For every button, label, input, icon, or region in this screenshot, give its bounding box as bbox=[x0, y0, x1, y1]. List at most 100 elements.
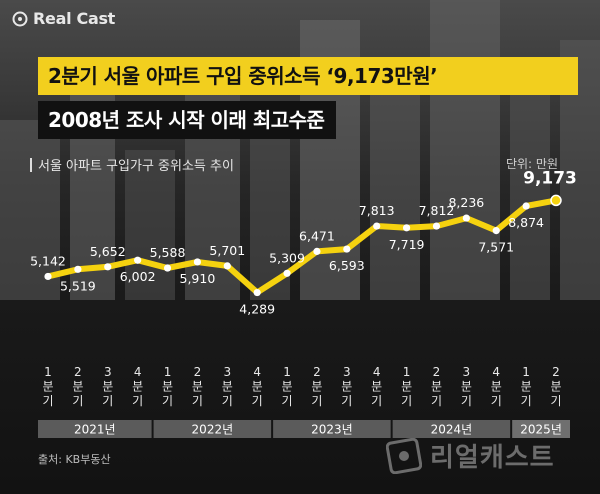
category-label: 분 bbox=[371, 380, 382, 394]
data-point bbox=[550, 194, 562, 207]
data-point bbox=[134, 256, 142, 264]
category-label: 2 bbox=[433, 365, 441, 379]
realcast-logo-icon bbox=[12, 11, 28, 26]
data-label: 6,471 bbox=[299, 228, 335, 243]
data-point bbox=[373, 222, 381, 230]
category-label: 4 bbox=[134, 365, 142, 379]
skyline-backdrop bbox=[0, 0, 600, 300]
category-label: 2 bbox=[74, 365, 82, 379]
data-point bbox=[163, 264, 172, 272]
category-label: 기 bbox=[102, 394, 113, 408]
data-label: 8,874 bbox=[508, 215, 544, 230]
category-label: 3 bbox=[223, 365, 231, 379]
category-label: 1 bbox=[164, 365, 172, 379]
category-label: 기 bbox=[371, 394, 382, 408]
source-note: 출처: KB부동산 bbox=[38, 453, 111, 466]
category-label: 분 bbox=[192, 380, 203, 394]
category-label: 분 bbox=[550, 380, 561, 394]
data-point bbox=[343, 245, 351, 253]
category-label: 기 bbox=[341, 394, 352, 408]
data-label: 5,588 bbox=[150, 245, 186, 260]
data-label: 7,571 bbox=[478, 240, 514, 255]
data-point bbox=[402, 224, 411, 232]
year-label: 2022년 bbox=[192, 423, 234, 437]
category-label: 기 bbox=[72, 394, 83, 408]
data-point bbox=[313, 247, 321, 255]
data-label: 7,813 bbox=[359, 203, 395, 218]
year-label: 2021년 bbox=[74, 423, 116, 437]
category-label: 분 bbox=[222, 380, 233, 394]
data-label: 6,002 bbox=[120, 269, 156, 284]
category-label: 분 bbox=[491, 380, 502, 394]
category-label: 1 bbox=[44, 365, 52, 379]
category-label: 분 bbox=[282, 380, 293, 394]
data-label: 7,719 bbox=[389, 237, 425, 252]
category-label: 기 bbox=[311, 394, 322, 408]
watermark-logo-icon bbox=[386, 437, 422, 474]
data-point bbox=[462, 214, 470, 222]
category-label: 기 bbox=[461, 394, 472, 408]
category-label: 3 bbox=[104, 365, 112, 379]
category-label: 분 bbox=[521, 380, 532, 394]
category-label: 분 bbox=[102, 380, 113, 394]
data-label: 5,309 bbox=[269, 250, 305, 265]
category-label: 2 bbox=[552, 365, 560, 379]
year-label: 2024년 bbox=[431, 423, 473, 437]
data-label: 8,236 bbox=[448, 195, 484, 210]
data-label: 5,519 bbox=[60, 278, 96, 293]
category-label: 2 bbox=[313, 365, 321, 379]
data-label: 5,652 bbox=[90, 244, 126, 259]
year-label: 2023년 bbox=[311, 423, 353, 437]
headline-secondary: 2008년 조사 시작 이래 최고수준 bbox=[38, 101, 337, 139]
category-label: 분 bbox=[431, 380, 442, 394]
year-band bbox=[392, 420, 511, 438]
data-point bbox=[193, 258, 202, 266]
category-label: 분 bbox=[42, 380, 53, 394]
unit-label: 단위: 만원 bbox=[505, 157, 558, 171]
year-band bbox=[273, 420, 391, 438]
brand-logo: Real Cast bbox=[12, 9, 115, 28]
category-label: 분 bbox=[252, 380, 263, 394]
category-label: 기 bbox=[521, 394, 532, 408]
category-label: 분 bbox=[401, 380, 412, 394]
data-point bbox=[223, 262, 231, 270]
watermark-text: 리얼캐스트 bbox=[430, 443, 555, 473]
data-label: 6,593 bbox=[329, 258, 365, 273]
data-label: 5,910 bbox=[180, 271, 216, 286]
headline-primary: 2분기 서울 아파트 구입 중위소득 ‘9,173만원’ bbox=[38, 57, 578, 95]
data-point bbox=[253, 288, 261, 297]
data-point bbox=[104, 263, 112, 271]
category-label: 4 bbox=[373, 365, 381, 379]
category-label: 기 bbox=[282, 394, 293, 408]
category-label: 기 bbox=[162, 394, 173, 408]
data-label: 5,701 bbox=[209, 243, 245, 258]
category-label: 기 bbox=[222, 394, 233, 408]
category-label: 3 bbox=[343, 365, 351, 379]
category-label: 분 bbox=[461, 380, 472, 394]
category-label: 기 bbox=[401, 394, 412, 408]
data-label: 5,142 bbox=[30, 253, 66, 268]
category-label: 기 bbox=[550, 394, 561, 408]
category-label: 분 bbox=[341, 380, 352, 394]
category-label: 기 bbox=[132, 394, 143, 408]
data-point bbox=[44, 272, 52, 281]
category-label: 1 bbox=[403, 365, 411, 379]
category-label: 4 bbox=[492, 365, 500, 379]
category-label: 기 bbox=[431, 394, 442, 408]
data-point bbox=[492, 227, 500, 235]
category-label: 분 bbox=[72, 380, 83, 394]
category-label: 분 bbox=[162, 380, 173, 394]
data-point bbox=[74, 265, 82, 273]
category-label: 3 bbox=[463, 365, 471, 379]
brand-name: Real Cast bbox=[33, 9, 116, 28]
data-label: 7,812 bbox=[419, 203, 455, 218]
data-label: 4,289 bbox=[239, 302, 275, 317]
data-point bbox=[432, 222, 441, 230]
year-band bbox=[153, 420, 272, 438]
category-label: 분 bbox=[311, 380, 322, 394]
category-label: 기 bbox=[42, 394, 53, 408]
data-point bbox=[283, 269, 291, 277]
series-line bbox=[45, 197, 559, 296]
title-marker bbox=[30, 157, 32, 172]
